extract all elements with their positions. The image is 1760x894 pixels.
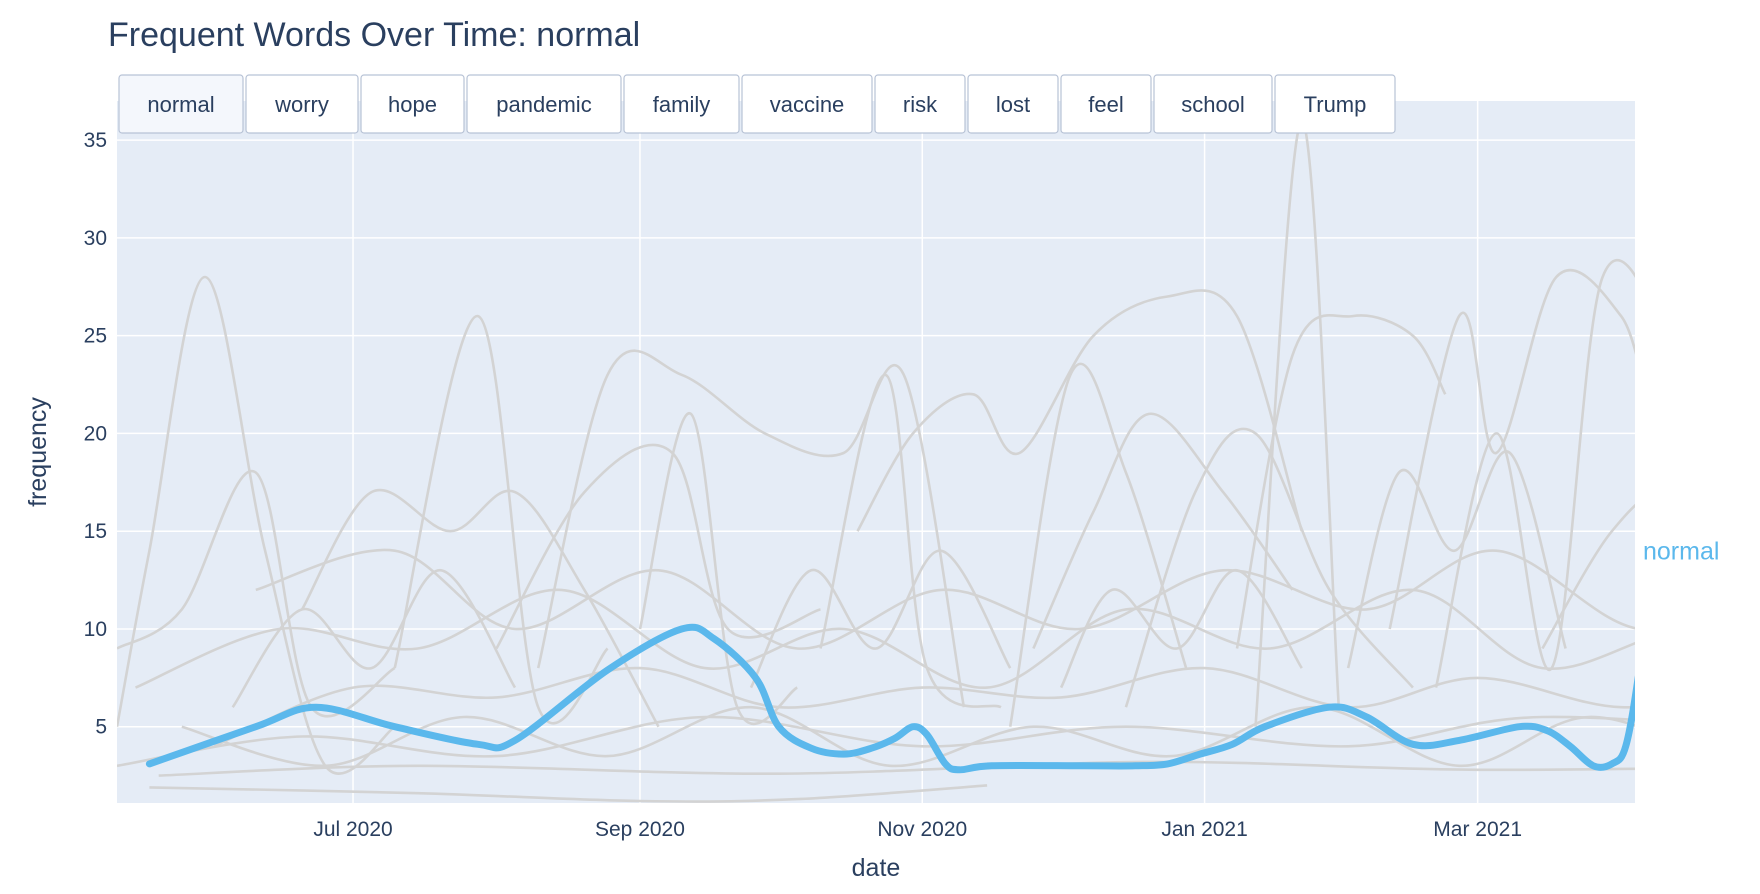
background-series-line	[1640, 551, 1760, 688]
button-label: school	[1181, 92, 1245, 117]
x-tick-label: Jan 2021	[1161, 818, 1247, 841]
background-series-group	[117, 119, 1760, 803]
y-tick-label: 15	[84, 520, 107, 543]
series-label-normal: normal	[1643, 538, 1719, 566]
y-tick-label: 30	[84, 227, 107, 250]
y-tick-label: 10	[84, 618, 107, 641]
button-frame	[874, 74, 966, 134]
button-frame	[623, 74, 740, 134]
y-tick-label: 20	[84, 422, 107, 445]
button-label: feel	[1088, 92, 1123, 117]
x-tick-label: Sep 2020	[595, 818, 685, 841]
highlight-series-group	[145, 623, 1635, 774]
word-button-normal[interactable]: normal	[118, 74, 244, 134]
word-button-risk[interactable]: risk	[874, 74, 966, 134]
background-series-line	[117, 469, 396, 718]
background-series-line	[1388, 268, 1635, 630]
background-series-line	[300, 488, 660, 728]
word-button-vaccine[interactable]: vaccine	[741, 74, 873, 134]
y-axis-label: frequency	[24, 397, 52, 507]
y-tick-label: 35	[84, 129, 107, 152]
background-series-line	[536, 349, 966, 708]
background-series-line	[1059, 569, 1303, 689]
plot-area	[117, 101, 1635, 803]
x-axis-label: date	[852, 854, 901, 882]
gridlines	[117, 101, 1635, 803]
button-frame	[1153, 74, 1273, 134]
button-label: Trump	[1304, 92, 1367, 117]
background-series-line	[856, 289, 1304, 532]
button-label: vaccine	[770, 92, 845, 117]
background-series-line	[1008, 362, 1188, 727]
button-label: normal	[147, 92, 214, 117]
y-tick-label: 5	[95, 716, 107, 739]
button-frame	[245, 74, 359, 134]
background-series-line	[135, 588, 1635, 689]
background-series-line	[1032, 412, 1294, 650]
axis-ticks: 5 10 15 20 25 30 35 Jul 2020 Sep 2020 Nov 2020 Jan…	[84, 129, 1522, 841]
background-series-line	[1541, 503, 1635, 650]
button-label: risk	[903, 92, 938, 117]
word-button-lost[interactable]: lost	[967, 74, 1059, 134]
background-series-line	[1434, 258, 1635, 688]
word-button-family[interactable]: family	[623, 74, 740, 134]
chart-title: Frequent Words Over Time: normal	[108, 16, 640, 54]
word-buttons: normal worry hope pandemic family vaccine risk…	[118, 74, 1396, 134]
background-series-line	[149, 784, 988, 803]
button-label: hope	[388, 92, 437, 117]
background-series-line	[181, 705, 1635, 768]
x-tick-label: Jul 2020	[313, 818, 392, 841]
word-button-feel[interactable]: feel	[1060, 74, 1152, 134]
background-series-line	[1346, 450, 1567, 669]
background-series-line	[749, 549, 1012, 689]
x-tick-label: Mar 2021	[1433, 818, 1522, 841]
button-label: worry	[274, 92, 329, 117]
background-series-line	[213, 666, 1635, 748]
button-label: family	[653, 92, 710, 117]
button-frame	[466, 74, 622, 134]
background-series-line	[231, 569, 517, 708]
series-line-normal	[145, 623, 1635, 774]
y-tick-label: 25	[84, 325, 107, 348]
background-series-line	[393, 314, 609, 725]
background-series-line	[1235, 314, 1447, 649]
button-frame	[741, 74, 873, 134]
button-label: pandemic	[496, 92, 591, 117]
background-series-line	[495, 443, 821, 650]
background-series-line	[819, 373, 1002, 709]
button-frame	[1274, 74, 1396, 134]
x-tick-label: Nov 2020	[877, 818, 967, 841]
word-button-worry[interactable]: worry	[245, 74, 359, 134]
word-button-hope[interactable]: hope	[360, 74, 465, 134]
button-frame	[360, 74, 465, 134]
background-series-line	[1124, 427, 1414, 708]
word-button-trump[interactable]: Trump	[1274, 74, 1396, 134]
word-button-school[interactable]: school	[1153, 74, 1273, 134]
button-frame	[118, 74, 244, 134]
word-button-pandemic[interactable]: pandemic	[466, 74, 622, 134]
button-frame	[1060, 74, 1152, 134]
button-frame	[967, 74, 1059, 134]
button-label: lost	[996, 92, 1030, 117]
